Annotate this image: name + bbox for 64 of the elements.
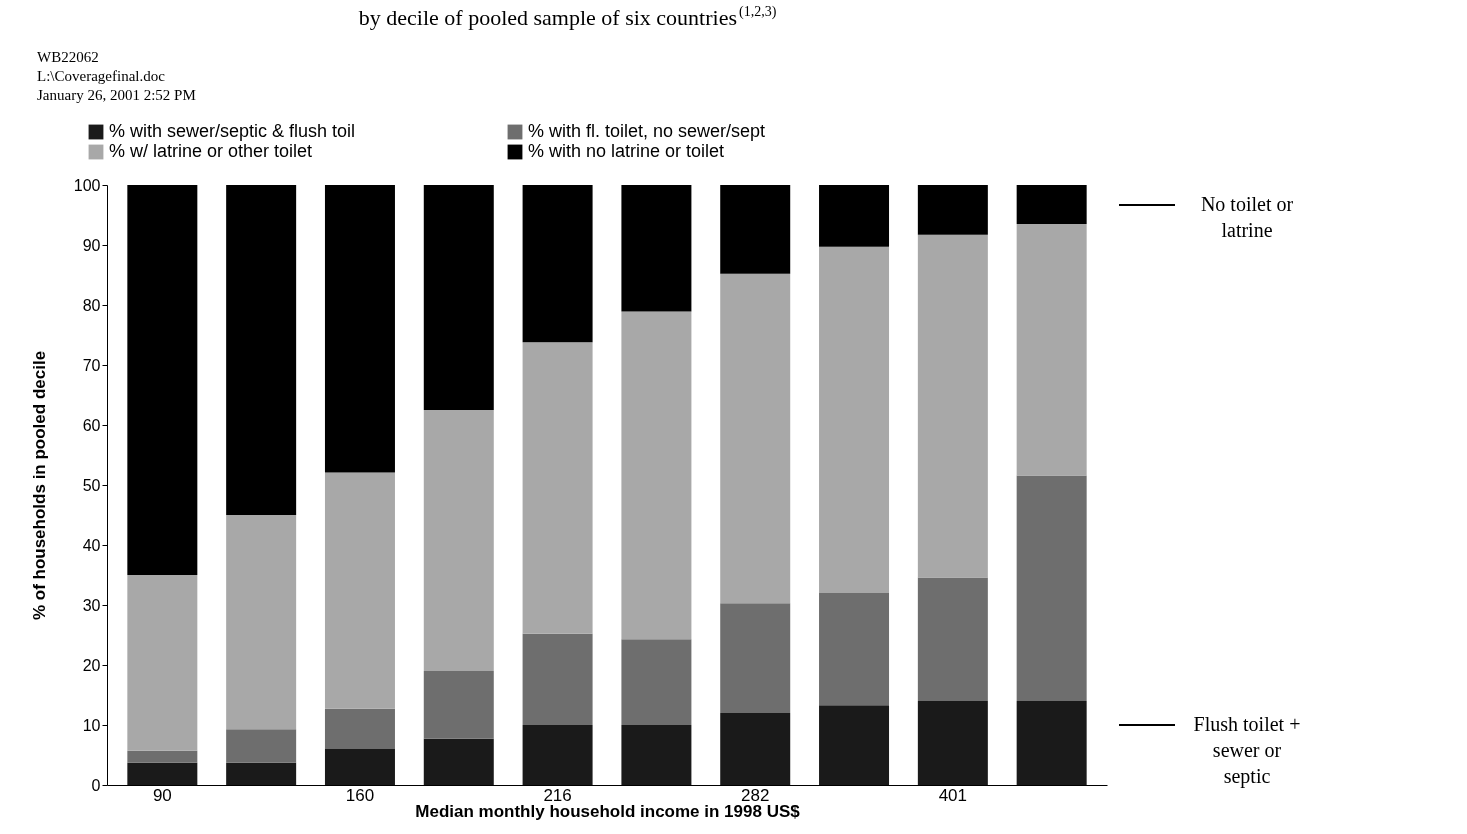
legend-label: % with sewer/septic & flush toil <box>109 121 356 141</box>
bar <box>127 750 198 763</box>
bar <box>621 311 692 640</box>
y-tick-label: 90 <box>82 236 101 254</box>
bar <box>522 633 593 725</box>
y-tick-label: 0 <box>91 776 101 794</box>
bar <box>127 762 198 785</box>
bar <box>720 713 791 785</box>
bar <box>324 185 395 473</box>
bar <box>819 185 890 247</box>
bar <box>819 705 890 785</box>
legend-label: % with no latrine or toilet <box>528 141 725 161</box>
bar <box>720 185 791 274</box>
bar <box>917 577 988 701</box>
bar <box>324 708 395 749</box>
text: No toilet or latrine <box>1200 193 1294 241</box>
bar <box>324 472 395 709</box>
bar <box>621 725 692 785</box>
bar <box>1016 475 1087 701</box>
bar <box>819 593 890 706</box>
y-tick-label: 10 <box>82 716 101 734</box>
bar <box>522 342 593 634</box>
bar <box>1016 224 1087 476</box>
bar <box>819 246 890 593</box>
y-tick-label: 70 <box>82 356 101 374</box>
legend-label: % w/ latrine or other toilet <box>109 141 313 161</box>
x-tick-label: 90 <box>152 785 172 805</box>
bar <box>127 185 198 575</box>
y-tick-label: 100 <box>73 176 101 194</box>
text: January 26, 2001 2:52 PM <box>37 87 196 103</box>
text: WB22062 <box>37 49 99 65</box>
bar <box>522 725 593 785</box>
bar <box>621 639 692 725</box>
y-tick-label: 40 <box>82 536 101 554</box>
y-tick-label: 20 <box>82 656 101 674</box>
bar <box>324 749 395 785</box>
bar <box>1016 185 1087 224</box>
bar <box>423 185 494 410</box>
y-tick-label: 50 <box>82 476 101 494</box>
x-tick-label: 160 <box>345 785 375 805</box>
bar <box>720 603 791 713</box>
y-tick-label: 60 <box>82 416 101 434</box>
bar <box>917 701 988 785</box>
text: L:\Coveragefinal.doc <box>37 68 166 84</box>
legend-label: % with fl. toilet, no sewer/sept <box>528 121 766 141</box>
bar <box>917 234 988 578</box>
bar <box>423 671 494 739</box>
bar <box>522 185 593 343</box>
bar <box>423 410 494 671</box>
text: Flush toilet + sewer or septic <box>1193 713 1301 788</box>
bar <box>1016 701 1087 785</box>
bar <box>127 575 198 751</box>
x-tick-label: 401 <box>938 785 968 805</box>
bar <box>917 185 988 235</box>
bar <box>720 273 791 604</box>
bar <box>226 729 297 763</box>
bar <box>226 515 297 730</box>
bar <box>226 185 297 515</box>
y-tick-label: 30 <box>82 596 101 614</box>
bar <box>423 738 494 785</box>
bar <box>226 762 297 785</box>
y-axis-title: % of households in pooled decile <box>29 350 49 621</box>
bar <box>621 185 692 312</box>
y-tick-label: 80 <box>82 296 101 314</box>
